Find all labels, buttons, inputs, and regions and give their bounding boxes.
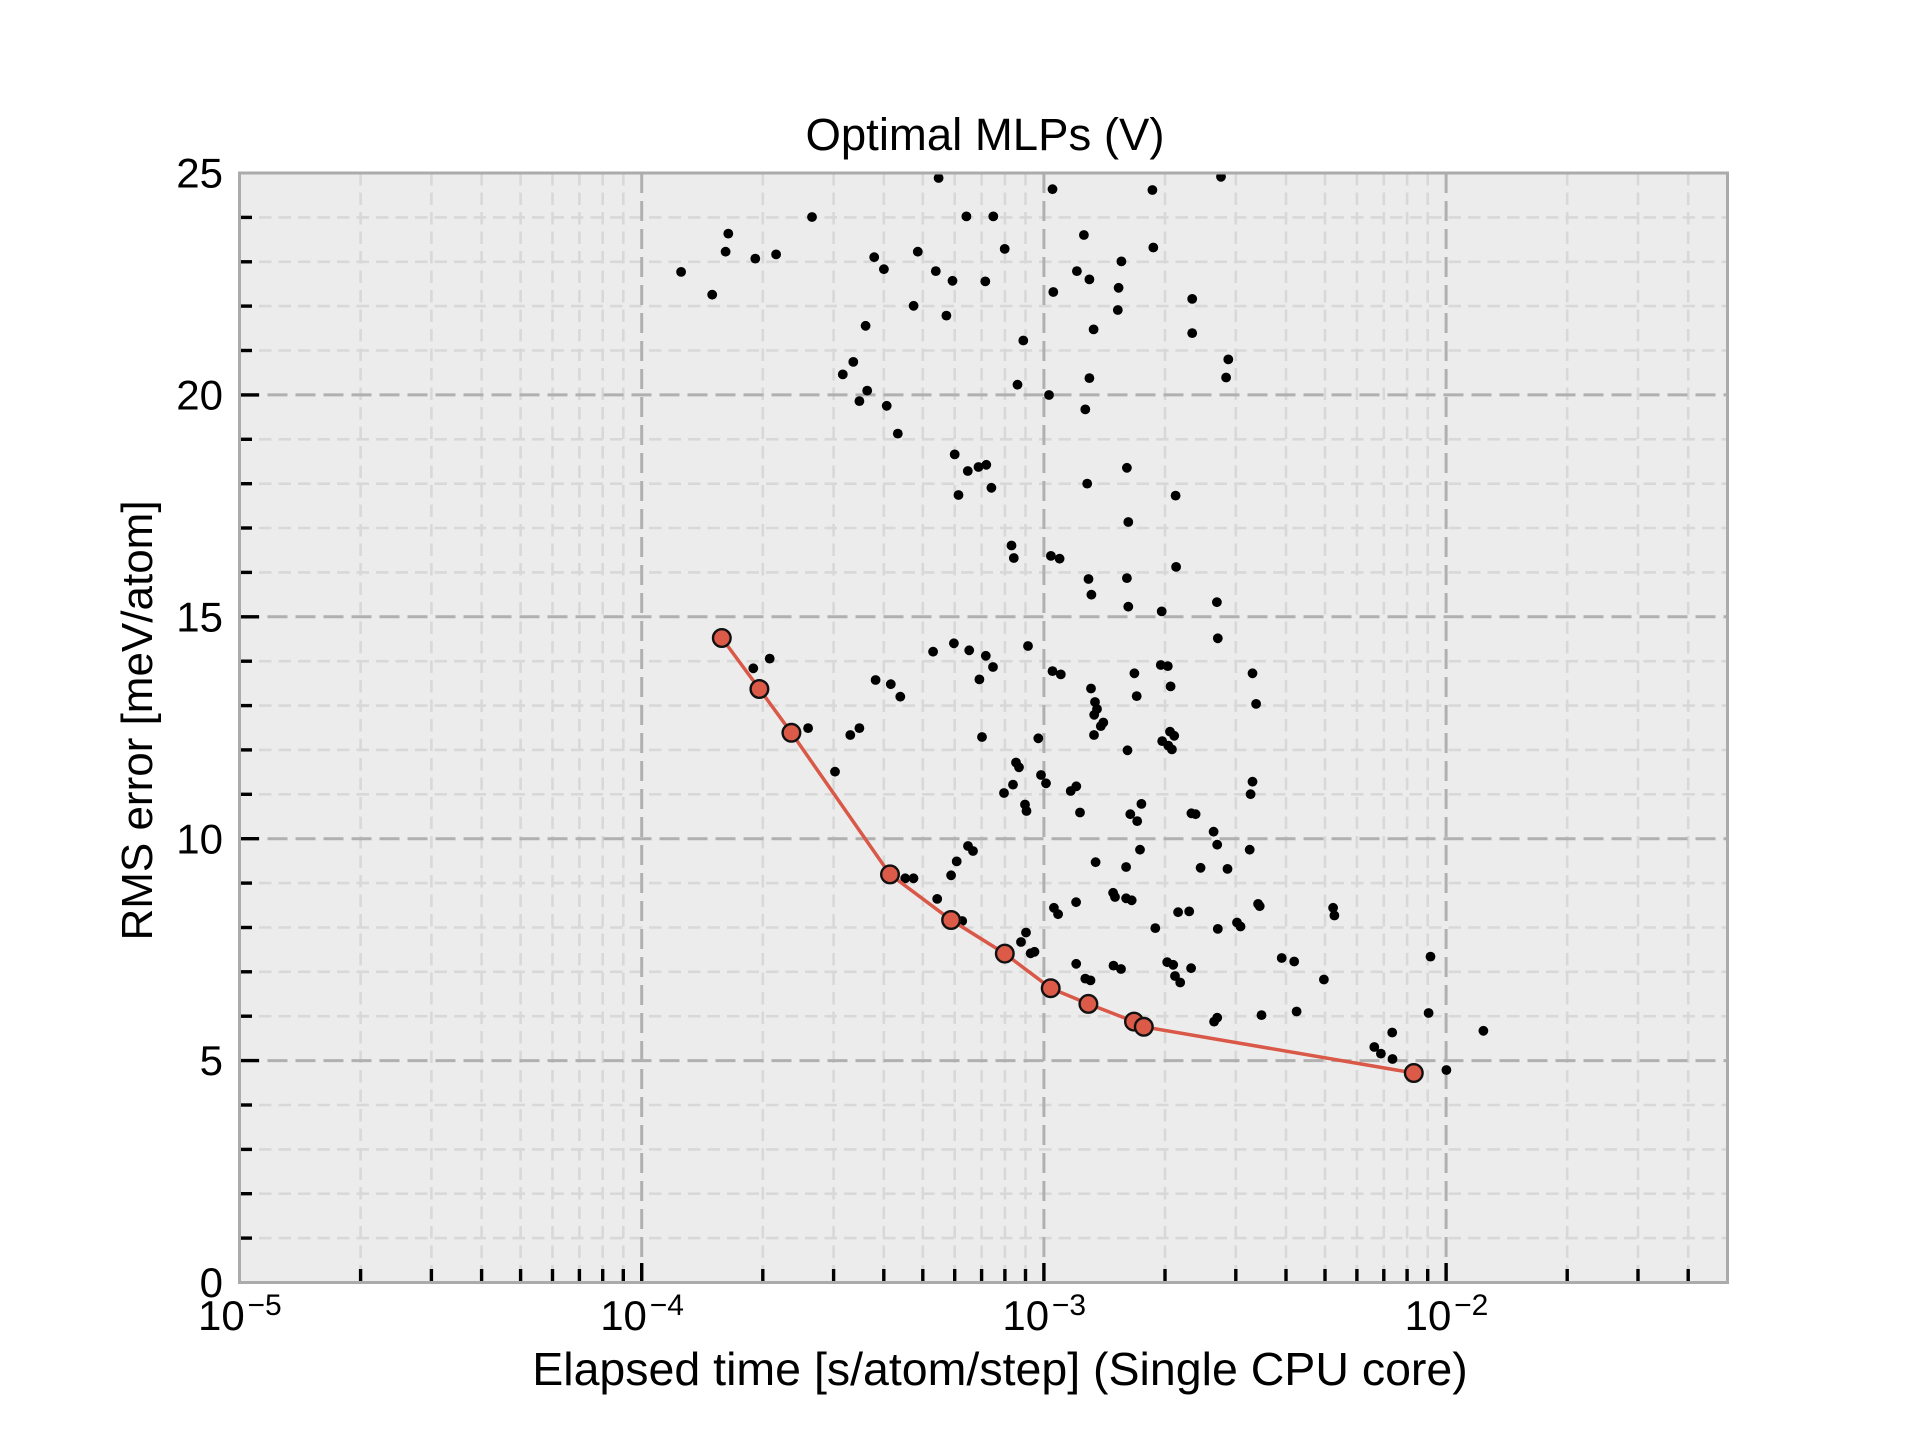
svg-text:15: 15 xyxy=(176,593,223,640)
svg-text:Elapsed time [s/atom/step] (Si: Elapsed time [s/atom/step] (Single CPU c… xyxy=(532,1343,1468,1395)
svg-text:10: 10 xyxy=(1002,1292,1049,1339)
svg-text:25: 25 xyxy=(176,150,223,197)
svg-text:10: 10 xyxy=(198,1292,245,1339)
svg-text:20: 20 xyxy=(176,372,223,419)
svg-text:10: 10 xyxy=(176,815,223,862)
svg-text:−2: −2 xyxy=(1454,1289,1488,1322)
svg-text:0: 0 xyxy=(200,1259,223,1306)
svg-text:Optimal MLPs (V): Optimal MLPs (V) xyxy=(805,109,1164,160)
svg-text:−3: −3 xyxy=(1052,1289,1086,1322)
svg-text:10: 10 xyxy=(1405,1292,1452,1339)
svg-text:−4: −4 xyxy=(650,1289,684,1322)
svg-text:5: 5 xyxy=(200,1037,223,1084)
svg-text:RMS error [meV/atom]: RMS error [meV/atom] xyxy=(113,500,162,940)
svg-text:−5: −5 xyxy=(248,1289,282,1322)
svg-text:10: 10 xyxy=(600,1292,647,1339)
